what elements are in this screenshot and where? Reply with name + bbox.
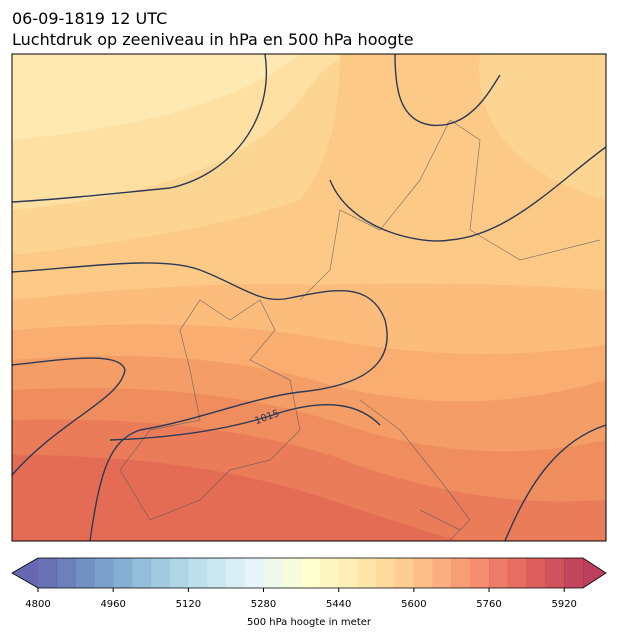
colorbar-block [301, 558, 321, 588]
colorbar-block [188, 558, 208, 588]
colorbar-block [470, 558, 490, 588]
map-frame [11, 53, 607, 542]
colorbar-tick-label: 5600 [401, 599, 426, 610]
colorbar-block [150, 558, 170, 588]
colorbar-label: 500 hPa hoogte in meter [247, 617, 372, 628]
colorbar-block [507, 558, 527, 588]
colorbar-block [263, 558, 283, 588]
colorbar-block [376, 558, 396, 588]
colorbar-block [244, 558, 264, 588]
colorbar-tick-label: 5120 [176, 599, 201, 610]
colorbar-block [338, 558, 358, 588]
colorbar-tick-label: 5920 [551, 599, 576, 610]
colorbar-block [451, 558, 471, 588]
colorbar-block [75, 558, 95, 588]
colorbar-block [413, 558, 433, 588]
colorbar-extend-low [12, 558, 38, 588]
colorbar-block [432, 558, 452, 588]
colorbar-block [545, 558, 565, 588]
colorbar-block [38, 558, 58, 588]
colorbar-block [526, 558, 546, 588]
colorbar-block [489, 558, 509, 588]
map: 1015 [12, 54, 606, 541]
colorbar-tick-label: 4800 [25, 599, 50, 610]
colorbar-block [131, 558, 152, 588]
colorbar-block [357, 558, 377, 588]
colorbar-outline [11, 557, 607, 589]
colorbar-tick-label: 5280 [251, 599, 276, 610]
colorbar-block [225, 558, 246, 588]
colorbar-tick-label: 5440 [326, 599, 351, 610]
subtitle: Luchtdruk op zeeniveau in hPa en 500 hPa… [12, 30, 414, 49]
colorbar-block [319, 558, 339, 588]
colorbar-extend-high [583, 558, 606, 588]
colorbar-block [169, 558, 189, 588]
colorbar-block [564, 558, 584, 588]
colorbar-block [207, 558, 227, 588]
colorbar-tick-label: 5760 [476, 599, 501, 610]
colorbar-block [94, 558, 114, 588]
title: 06-09-1819 12 UTC [12, 9, 167, 28]
colorbar-tick-label: 4960 [100, 599, 125, 610]
colorbar-block [395, 558, 415, 588]
colorbar-block [56, 558, 76, 588]
colorbar-block [282, 558, 302, 588]
colorbar-block [113, 558, 133, 588]
